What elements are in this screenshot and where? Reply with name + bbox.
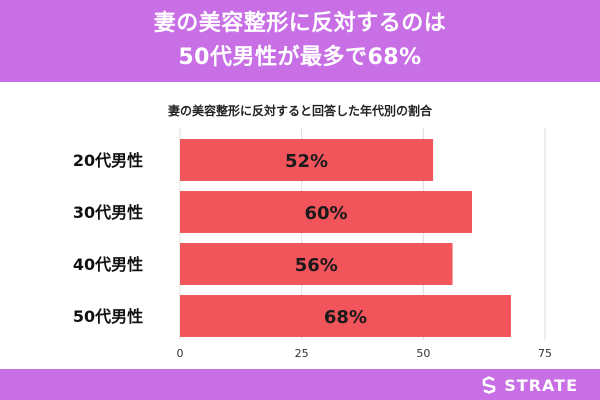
x-tick-label: 25 bbox=[295, 347, 309, 360]
data-label: 68% bbox=[324, 307, 367, 328]
brand-name: STRATE bbox=[504, 375, 578, 395]
strate-s-icon bbox=[482, 376, 496, 394]
x-tick-label: 50 bbox=[416, 347, 430, 360]
title-banner: 妻の美容整形に反対するのは 50代男性が最多で68% bbox=[0, 0, 600, 82]
title-line-2: 50代男性が最多で68% bbox=[178, 45, 422, 70]
brand-logo: STRATE bbox=[480, 374, 578, 396]
data-label: 52% bbox=[285, 151, 328, 172]
bar bbox=[180, 295, 511, 337]
x-tick-label: 75 bbox=[538, 347, 552, 360]
bar bbox=[180, 139, 434, 181]
category-label: 40代男性 bbox=[73, 255, 143, 274]
category-label: 50代男性 bbox=[73, 307, 143, 326]
chart-title: 妻の美容整形に反対すると回答した年代別の割合 bbox=[167, 104, 432, 118]
footer-banner: STRATE bbox=[0, 369, 600, 400]
data-label: 60% bbox=[304, 203, 347, 224]
bar-chart: 0 25 50 75 52% 20代男性 60% 30代男性 56% 40代男性 68% 50代男性 bbox=[73, 128, 552, 360]
category-label: 20代男性 bbox=[73, 151, 143, 170]
bar bbox=[180, 191, 472, 233]
bar bbox=[180, 243, 453, 285]
title-line-1: 妻の美容整形に反対するのは bbox=[153, 11, 447, 36]
data-label: 56% bbox=[295, 255, 338, 276]
category-label: 30代男性 bbox=[73, 203, 143, 222]
x-tick-label: 0 bbox=[177, 347, 184, 360]
